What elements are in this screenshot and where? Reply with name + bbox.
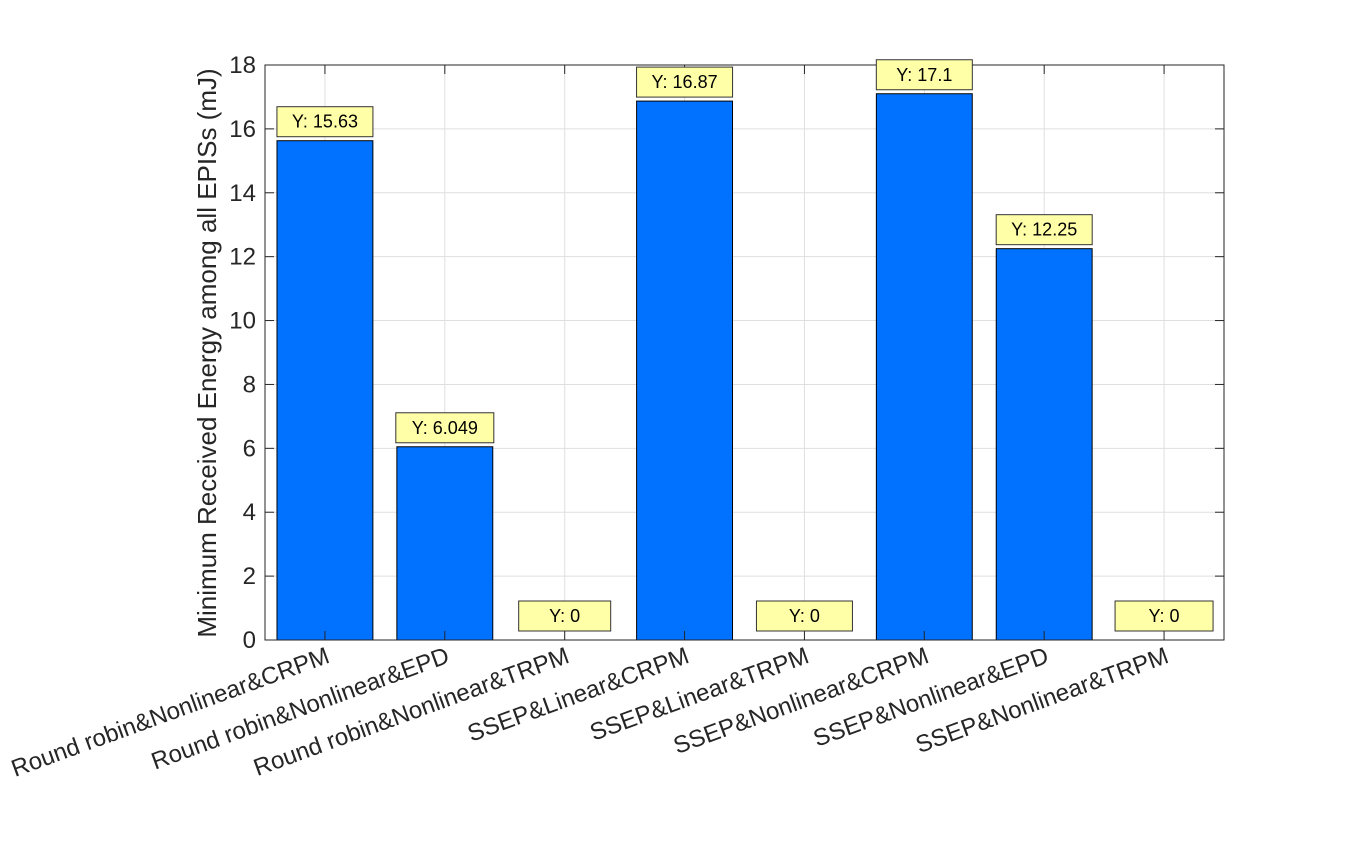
data-tip: Y: 17.1	[875, 59, 973, 91]
y-axis-label: Minimum Received Energy among all EPISs …	[192, 68, 222, 637]
data-tip-box	[518, 600, 612, 632]
data-tip: Y: 12.25	[995, 214, 1093, 246]
data-tips: Y: 15.63 Y: 6.049 Y: 0 Y: 16.87 Y: 0 Y: 17.1 Y…	[276, 59, 1214, 632]
data-label: Y: 12.25	[1011, 220, 1077, 240]
bar	[276, 140, 374, 641]
data-tip: Y: 15.63	[276, 106, 374, 138]
data-tip: Y: 16.87	[636, 66, 734, 98]
y-tick-label: 4	[243, 499, 256, 526]
data-tip-box	[875, 59, 973, 91]
y-tick-label: 14	[229, 180, 256, 207]
bars	[276, 93, 1093, 641]
bar	[396, 446, 494, 641]
data-tip: Y: 0	[518, 600, 612, 632]
bar	[636, 100, 734, 641]
axes	[264, 64, 1225, 641]
data-tip: Y: 0	[755, 600, 853, 632]
data-tip-box	[276, 106, 374, 138]
data-tip-box	[636, 66, 734, 98]
y-tick-label: 2	[243, 563, 256, 590]
data-label: Y: 0	[789, 606, 820, 626]
data-tip: Y: 6.049	[395, 412, 495, 444]
data-label: Y: 6.049	[412, 418, 478, 438]
axes-box	[264, 64, 1225, 641]
y-tick-label: 0	[243, 627, 256, 654]
data-tip-box	[1114, 600, 1214, 632]
y-tick-label: 6	[243, 435, 256, 462]
data-label: Y: 17.1	[896, 65, 952, 85]
data-tip: Y: 0	[1114, 600, 1214, 632]
bar	[995, 248, 1093, 641]
y-tick-label: 16	[229, 116, 256, 143]
y-tick-label: 12	[229, 244, 256, 271]
data-label: Y: 0	[549, 606, 580, 626]
data-label: Y: 16.87	[652, 72, 718, 92]
data-label: Y: 0	[1149, 606, 1180, 626]
data-label: Y: 15.63	[292, 112, 358, 132]
y-tick-label: 8	[243, 371, 256, 398]
data-tip-box	[995, 214, 1093, 246]
data-tip-box	[755, 600, 853, 632]
y-tick-label: 18	[229, 52, 256, 79]
y-tick-label: 10	[229, 308, 256, 335]
bar	[875, 93, 973, 641]
data-tip-box	[395, 412, 495, 444]
